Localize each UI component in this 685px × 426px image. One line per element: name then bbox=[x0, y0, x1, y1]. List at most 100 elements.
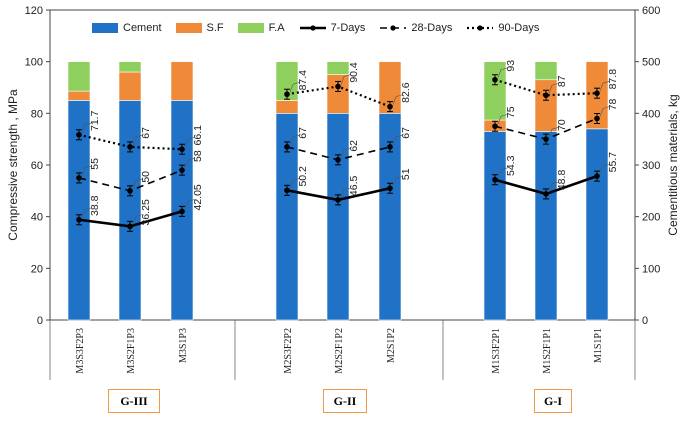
marker-90-days bbox=[543, 92, 549, 99]
data-label-28-days: 62 bbox=[348, 140, 360, 152]
marker-28-days bbox=[543, 136, 549, 142]
marker-28-days bbox=[335, 157, 341, 163]
y-tick-label: 80 bbox=[31, 108, 43, 120]
y2-tick-label: 200 bbox=[642, 212, 660, 224]
y-tick-label: 60 bbox=[31, 160, 43, 172]
legend-item: 28-Days bbox=[379, 22, 452, 34]
legend-line bbox=[380, 25, 407, 31]
data-label-7-days: 38.8 bbox=[89, 195, 101, 216]
legend-label: 28-Days bbox=[411, 22, 453, 34]
y2-tick-label: 400 bbox=[642, 108, 660, 120]
marker-7-days bbox=[543, 191, 549, 197]
bar-cement-M3S2F1P3 bbox=[118, 100, 142, 321]
bar-sf-M2S1P2 bbox=[378, 61, 402, 114]
bar-cement-M2S2F1P2 bbox=[326, 113, 350, 321]
label-leader bbox=[497, 167, 509, 178]
legend-label: Cement bbox=[123, 22, 162, 34]
bar-cement-M1S1P1 bbox=[585, 128, 609, 321]
label-leader bbox=[184, 136, 196, 148]
label-leader bbox=[548, 181, 560, 193]
bar-cement-M1S3F2P1 bbox=[483, 131, 507, 321]
y-tick-label: 0 bbox=[37, 315, 43, 327]
legend-item: S.F bbox=[175, 22, 224, 34]
marker-7-days bbox=[179, 208, 185, 215]
label-leader bbox=[340, 187, 352, 198]
marker-7-days bbox=[387, 185, 393, 192]
label-leader bbox=[81, 207, 93, 218]
category-label: M2S3F2P2 bbox=[283, 328, 294, 374]
label-leader bbox=[132, 134, 144, 146]
y-tick-label: 40 bbox=[31, 212, 43, 224]
y-tick-label: 120 bbox=[25, 5, 43, 17]
bar-sf-M3S3F2P3 bbox=[67, 90, 91, 101]
label-leader bbox=[497, 67, 509, 78]
bar-sf-M3S2F1P3 bbox=[118, 71, 142, 101]
y2-axis-title: Cementitious materials, kg bbox=[666, 94, 680, 235]
group-label-g1: G-I bbox=[534, 389, 572, 413]
y2-tick-label: 0 bbox=[642, 315, 648, 327]
legend-item: Cement bbox=[92, 22, 162, 34]
data-label-28-days: 75 bbox=[505, 106, 517, 118]
bar-fa-M1S2F1P1 bbox=[534, 61, 558, 81]
bar-sf-M1S2F1P1 bbox=[534, 79, 558, 132]
bar-fa-M3S2F1P3 bbox=[118, 61, 142, 73]
category-label: M1S1P1 bbox=[593, 328, 604, 363]
label-leader bbox=[184, 157, 196, 169]
marker-7-days bbox=[492, 176, 498, 183]
marker-28-days bbox=[594, 115, 600, 122]
data-label-28-days: 67 bbox=[400, 127, 412, 139]
marker-90-days bbox=[335, 83, 341, 90]
label-leader bbox=[548, 82, 560, 94]
label-leader bbox=[392, 175, 404, 187]
data-label-90-days: 90.4 bbox=[348, 62, 360, 83]
y-tick-label: 20 bbox=[31, 263, 43, 275]
marker-7-days bbox=[127, 223, 133, 230]
label-leader bbox=[392, 134, 404, 146]
data-label-90-days: 71.7 bbox=[89, 110, 101, 131]
data-label-7-days: 50.2 bbox=[297, 166, 309, 187]
legend-item: F.A bbox=[237, 22, 285, 34]
data-label-7-days: 36.25 bbox=[140, 199, 152, 225]
marker-7-days bbox=[594, 173, 600, 179]
marker-90-days bbox=[387, 103, 393, 110]
marker-90-days bbox=[76, 131, 82, 138]
category-label: M3S1P3 bbox=[178, 328, 189, 363]
data-label-7-days: 54.3 bbox=[505, 155, 517, 176]
y2-tick-label: 600 bbox=[642, 5, 660, 17]
marker-28-days bbox=[492, 123, 498, 130]
label-leader bbox=[340, 147, 352, 158]
bar-sf-M2S3F2P2 bbox=[275, 100, 299, 114]
data-label-28-days: 50 bbox=[140, 171, 152, 183]
data-label-7-days: 51 bbox=[400, 168, 412, 180]
data-label-28-days: 70 bbox=[556, 119, 568, 131]
category-label: M3S3F2P3 bbox=[75, 328, 86, 374]
y2-tick-label: 500 bbox=[642, 57, 660, 69]
category-label: M2S1P2 bbox=[386, 328, 397, 363]
label-leader bbox=[599, 106, 611, 117]
data-label-90-days: 66.1 bbox=[192, 125, 204, 146]
data-label-7-days: 42.05 bbox=[192, 184, 204, 210]
category-label: M2S2F1P2 bbox=[334, 328, 345, 374]
marker-90-days bbox=[179, 146, 185, 153]
y-axis-title: Compressive strength , MPa bbox=[6, 89, 20, 241]
label-leader bbox=[392, 94, 404, 105]
legend: Cement S.F F.A 7-Days 28-Days 90-Days bbox=[92, 22, 553, 34]
category-label: M1S2F1P1 bbox=[542, 328, 553, 374]
data-label-28-days: 67 bbox=[297, 127, 309, 139]
legend-swatch bbox=[175, 23, 202, 33]
marker-90-days bbox=[127, 144, 133, 150]
marker-28-days bbox=[179, 167, 185, 173]
legend-label: 90-Days bbox=[498, 22, 540, 34]
legend-label: 7-Days bbox=[330, 22, 366, 34]
legend-line bbox=[299, 25, 326, 31]
data-label-90-days: 87.8 bbox=[607, 69, 619, 90]
marker-90-days bbox=[594, 90, 600, 96]
legend-item: 90-Days bbox=[466, 22, 539, 34]
label-leader bbox=[81, 122, 93, 133]
label-leader bbox=[497, 113, 509, 125]
label-leader bbox=[548, 126, 560, 138]
label-leader bbox=[81, 165, 93, 177]
data-label-28-days: 58 bbox=[192, 150, 204, 162]
data-label-7-days: 48.8 bbox=[556, 170, 568, 191]
